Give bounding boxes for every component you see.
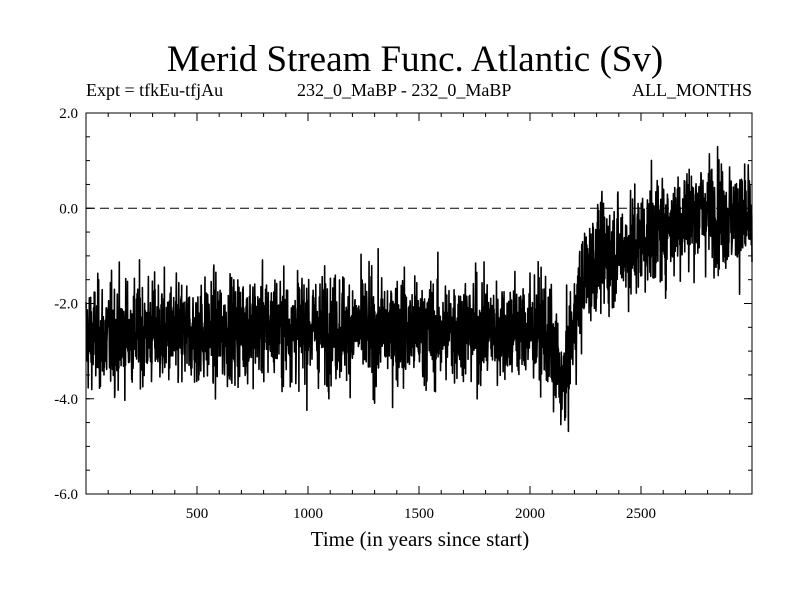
experiment-label: Expt = tfkEu-tfjAu [86, 80, 224, 100]
x-tick-label: 2000 [515, 506, 545, 522]
x-tick-label: 2500 [626, 506, 656, 522]
y-tick-label: -6.0 [54, 487, 78, 503]
y-tick-label: -2.0 [54, 297, 78, 313]
x-tick-label: 500 [186, 506, 209, 522]
series-line [85, 145, 753, 433]
y-tick-label: 0.0 [59, 201, 78, 217]
x-tick-label: 1500 [404, 506, 434, 522]
plot-frame [85, 112, 753, 495]
x-axis-label: Time (in years since start) [310, 527, 530, 551]
x-tick-label: 1000 [293, 506, 323, 522]
period-label: 232_0_MaBP - 232_0_MaBP [297, 80, 512, 100]
months-label: ALL_MONTHS [632, 80, 752, 100]
y-tick-label: -4.0 [54, 392, 78, 408]
chart-title: Merid Stream Func. Atlantic (Sv) [166, 39, 664, 80]
y-tick-label: 2.0 [59, 106, 78, 122]
